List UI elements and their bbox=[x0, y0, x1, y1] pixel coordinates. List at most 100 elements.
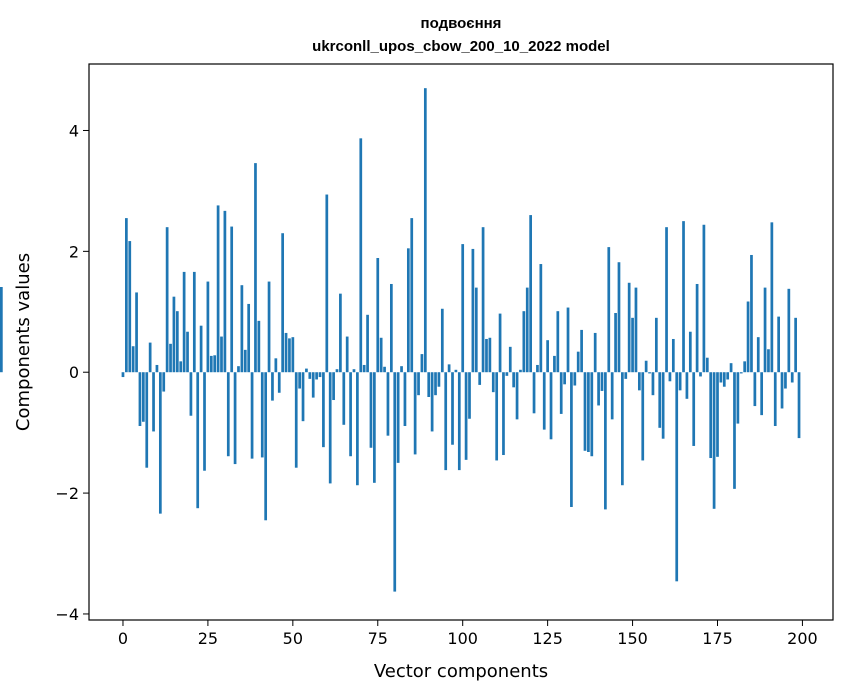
y-tick-label: 2 bbox=[69, 242, 79, 261]
bar bbox=[712, 372, 716, 509]
bar bbox=[267, 281, 271, 373]
bar bbox=[420, 354, 424, 373]
bar bbox=[451, 372, 454, 445]
x-tick-label: 0 bbox=[118, 629, 128, 648]
bar bbox=[155, 364, 159, 373]
bar bbox=[220, 336, 223, 373]
bar bbox=[396, 372, 400, 463]
bar-series bbox=[0, 88, 801, 592]
bar bbox=[145, 372, 149, 468]
bar bbox=[587, 372, 590, 452]
bar bbox=[243, 349, 247, 373]
bar bbox=[349, 372, 352, 457]
bar bbox=[315, 372, 318, 380]
y-axis-label: Components values bbox=[13, 253, 34, 431]
bar bbox=[226, 372, 230, 457]
bar bbox=[434, 372, 437, 396]
bar bbox=[797, 372, 801, 439]
x-tick-label: 25 bbox=[198, 629, 218, 648]
bar bbox=[175, 311, 179, 373]
bar bbox=[485, 338, 488, 373]
bar bbox=[457, 372, 461, 471]
bar bbox=[699, 372, 702, 377]
bar bbox=[597, 372, 600, 406]
bar bbox=[169, 343, 172, 373]
bar bbox=[213, 355, 217, 373]
bar bbox=[491, 372, 495, 393]
bar bbox=[519, 369, 522, 373]
bar bbox=[271, 372, 274, 401]
bar bbox=[692, 372, 696, 446]
bar bbox=[189, 372, 193, 416]
bar bbox=[695, 283, 699, 373]
bar bbox=[250, 372, 254, 459]
bar bbox=[152, 372, 155, 432]
bar bbox=[780, 372, 784, 409]
bar bbox=[498, 313, 502, 373]
bar bbox=[716, 372, 719, 457]
bar bbox=[583, 372, 587, 451]
bar bbox=[746, 301, 750, 373]
bar bbox=[206, 281, 210, 373]
bar bbox=[192, 271, 196, 373]
bar bbox=[379, 337, 383, 373]
x-tick-label: 150 bbox=[617, 629, 648, 648]
bar bbox=[553, 355, 556, 373]
bar bbox=[162, 372, 166, 392]
bar bbox=[604, 372, 607, 510]
bar bbox=[216, 205, 220, 373]
bar bbox=[131, 346, 135, 373]
bar bbox=[406, 248, 410, 373]
bar bbox=[335, 369, 339, 373]
bar bbox=[322, 372, 325, 448]
bar bbox=[294, 372, 298, 468]
y-tick-label: −2 bbox=[55, 484, 79, 503]
bar bbox=[760, 372, 764, 416]
bar bbox=[403, 372, 407, 427]
bar bbox=[566, 307, 570, 373]
bar bbox=[648, 372, 651, 374]
x-axis-label: Vector components bbox=[374, 661, 548, 682]
bar bbox=[284, 332, 288, 373]
bar bbox=[559, 372, 563, 414]
bar bbox=[464, 372, 468, 460]
bar bbox=[301, 372, 305, 422]
bar bbox=[274, 358, 278, 373]
bar bbox=[610, 372, 614, 420]
bar bbox=[308, 372, 312, 379]
bar bbox=[417, 372, 420, 396]
bar bbox=[756, 337, 760, 373]
bar bbox=[688, 331, 692, 373]
bar bbox=[400, 366, 403, 373]
bar bbox=[767, 349, 770, 373]
y-tick-label: −4 bbox=[55, 605, 79, 624]
bar bbox=[794, 317, 797, 373]
bar bbox=[739, 372, 743, 374]
bar bbox=[474, 287, 478, 373]
bar bbox=[675, 372, 679, 582]
bar bbox=[277, 372, 281, 393]
bar bbox=[318, 372, 322, 378]
bar bbox=[505, 372, 509, 376]
bar bbox=[719, 372, 723, 383]
bar bbox=[230, 226, 234, 373]
bar bbox=[332, 372, 335, 401]
bar bbox=[722, 372, 726, 387]
bar bbox=[773, 372, 777, 427]
bar bbox=[729, 363, 733, 373]
bar bbox=[651, 372, 655, 396]
bar bbox=[614, 312, 617, 373]
bar bbox=[461, 244, 465, 373]
bar bbox=[593, 332, 597, 373]
plot-area-frame bbox=[88, 63, 834, 621]
bar bbox=[209, 355, 213, 373]
bar bbox=[325, 194, 329, 373]
bar bbox=[471, 248, 475, 373]
bar bbox=[165, 227, 169, 373]
bar bbox=[726, 372, 730, 380]
bar bbox=[641, 372, 645, 461]
bar bbox=[135, 292, 138, 373]
bar bbox=[787, 288, 791, 373]
bar bbox=[777, 316, 781, 373]
bar bbox=[654, 317, 658, 373]
